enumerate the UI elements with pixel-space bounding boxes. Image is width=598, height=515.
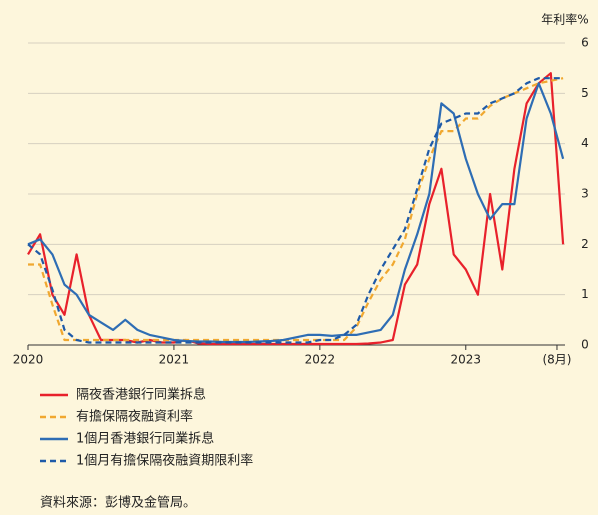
- legend-label: 隔夜香港銀行同業拆息: [76, 387, 206, 403]
- x-tick-label: 2022: [305, 353, 336, 367]
- x-tick-label: 2020: [13, 353, 44, 367]
- series-line: [27, 77, 564, 344]
- y-tick-label: 4: [581, 136, 589, 150]
- x-tick-label: 2021: [159, 353, 190, 367]
- y-tick-label: 1: [581, 287, 589, 301]
- y-tick-label: 3: [581, 187, 589, 201]
- series-line: [28, 77, 564, 342]
- x-tick-label: (8月): [542, 353, 571, 367]
- legend-label: 1個月香港銀行同業拆息: [76, 431, 214, 447]
- y-tick-label: 2: [581, 237, 589, 251]
- source-note: 資料來源：彭博及金管局。: [40, 495, 196, 511]
- y-tick-label: 5: [581, 86, 589, 100]
- y-axis-label: 年利率%: [541, 12, 588, 27]
- legend-label: 1個月有擔保隔夜融資期限利率: [76, 453, 253, 469]
- y-tick-label: 6: [581, 36, 589, 50]
- series-line: [27, 82, 565, 344]
- y-tick-label: 0: [581, 338, 589, 352]
- x-tick-label: 2023: [450, 353, 481, 367]
- legend-label: 有擔保隔夜融資利率: [76, 409, 193, 425]
